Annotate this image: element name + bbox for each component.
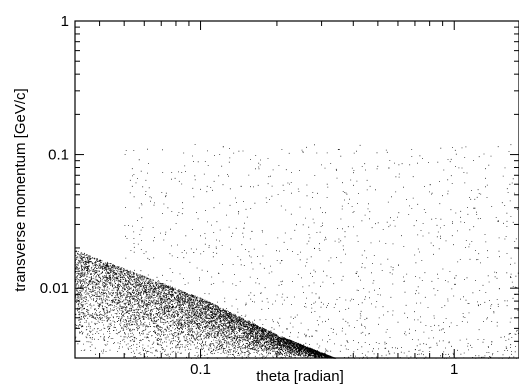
scatter-point bbox=[474, 207, 476, 209]
axis-ticks bbox=[75, 20, 519, 359]
y-tick-label: 1 bbox=[61, 13, 69, 30]
scatter-point bbox=[454, 277, 456, 279]
scatter-point bbox=[414, 349, 416, 351]
y-axis-label: transverse momentum [GeV/c] bbox=[12, 88, 29, 291]
scatter-point bbox=[366, 317, 368, 319]
data-points bbox=[75, 144, 519, 359]
scatter-point bbox=[338, 149, 340, 150]
tick-labels: 0.1 1 0.01 0.1 1 bbox=[40, 13, 459, 378]
scatter-point bbox=[498, 288, 500, 290]
scatter-point bbox=[314, 247, 315, 249]
scatter-point bbox=[398, 264, 399, 266]
scatter-point bbox=[429, 184, 431, 186]
plot-frame bbox=[74, 20, 519, 359]
scatter-point bbox=[388, 167, 390, 169]
y-tick-label: 0.1 bbox=[48, 147, 69, 164]
x-axis-label: theta [radian] bbox=[256, 368, 344, 385]
scatter-point bbox=[442, 328, 444, 330]
scatter-point bbox=[491, 341, 493, 343]
x-tick-label: 1 bbox=[450, 361, 458, 378]
band-points bbox=[75, 144, 519, 359]
y-tick-label: 0.01 bbox=[40, 280, 69, 297]
x-tick-label: 0.1 bbox=[190, 361, 211, 378]
